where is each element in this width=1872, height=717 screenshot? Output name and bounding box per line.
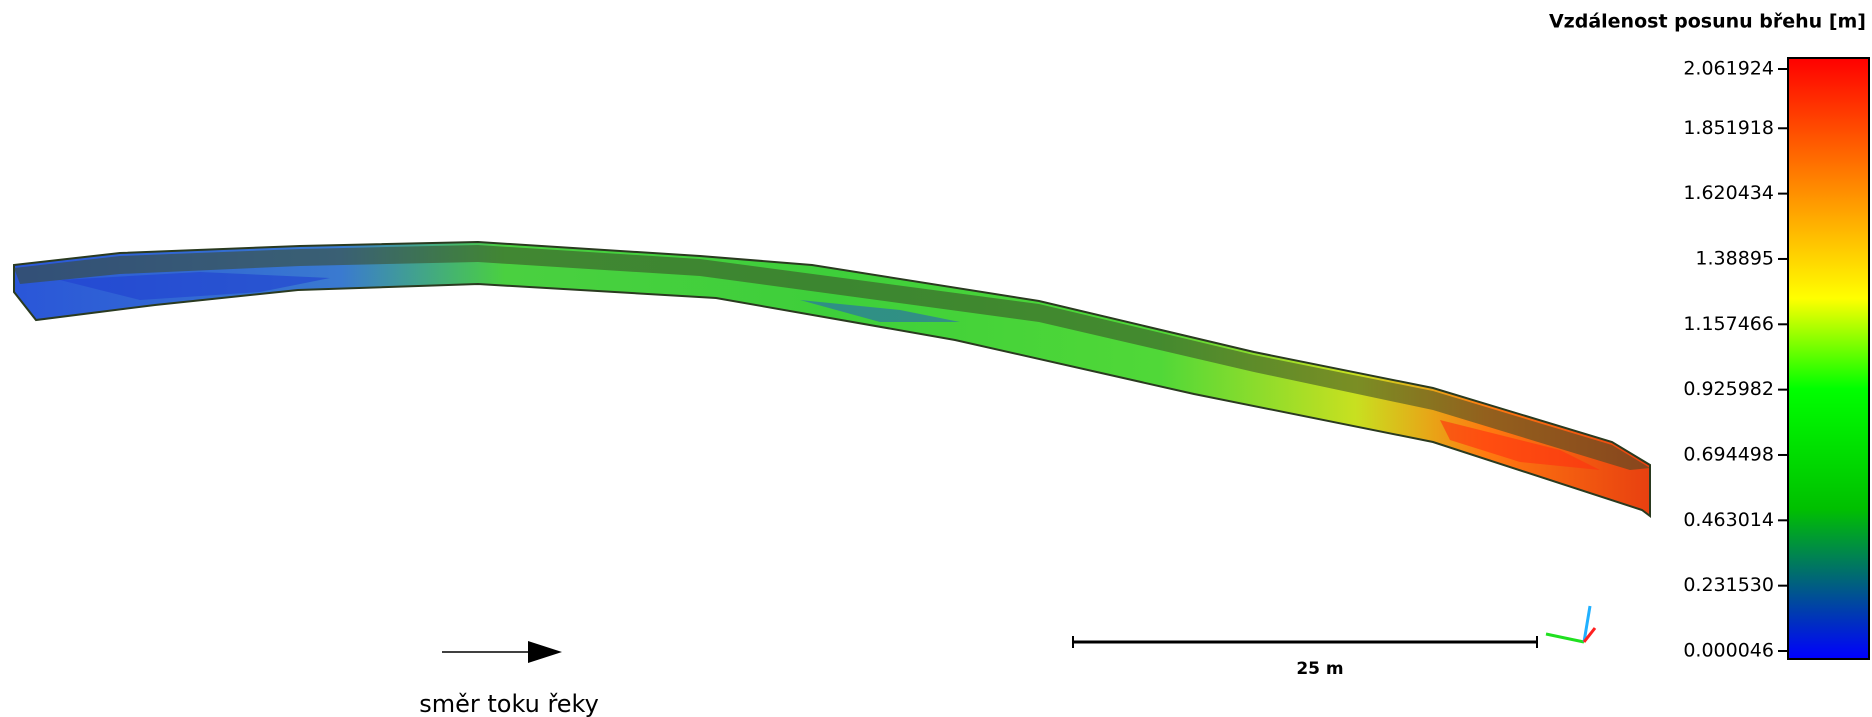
tick-label: 0.925982 [1683,378,1774,400]
tick-label: 1.38895 [1695,247,1774,269]
tick-label: 2.061924 [1683,58,1774,80]
color-bar [1788,58,1869,659]
point-cloud [14,242,1650,516]
tick-label: 1.851918 [1683,117,1774,139]
tick-label: 0.463014 [1683,509,1774,531]
tick-label: 0.694498 [1683,443,1774,465]
tick-label: 1.157466 [1683,313,1774,335]
viewer: směr toku řeky 25 m Vzdálenost posunu bř… [0,0,1872,717]
scale-bar: 25 m [1072,636,1538,679]
tick-label: 0.231530 [1683,574,1774,596]
tick-label: 0.000046 [1683,640,1774,662]
flow-label: směr toku řeky [419,690,599,717]
flow-arrow: směr toku řeky [419,641,599,717]
axis-triad [1546,606,1595,642]
legend-ticks: 2.061924 1.851918 1.620434 1.38895 1.157466 0… [1683,58,1788,662]
tick-label: 1.620434 [1683,182,1774,204]
legend-title: Vzdálenost posunu břehu [m] [1549,11,1866,33]
arrow-head [528,641,562,663]
scale-label: 25 m [1296,659,1343,679]
